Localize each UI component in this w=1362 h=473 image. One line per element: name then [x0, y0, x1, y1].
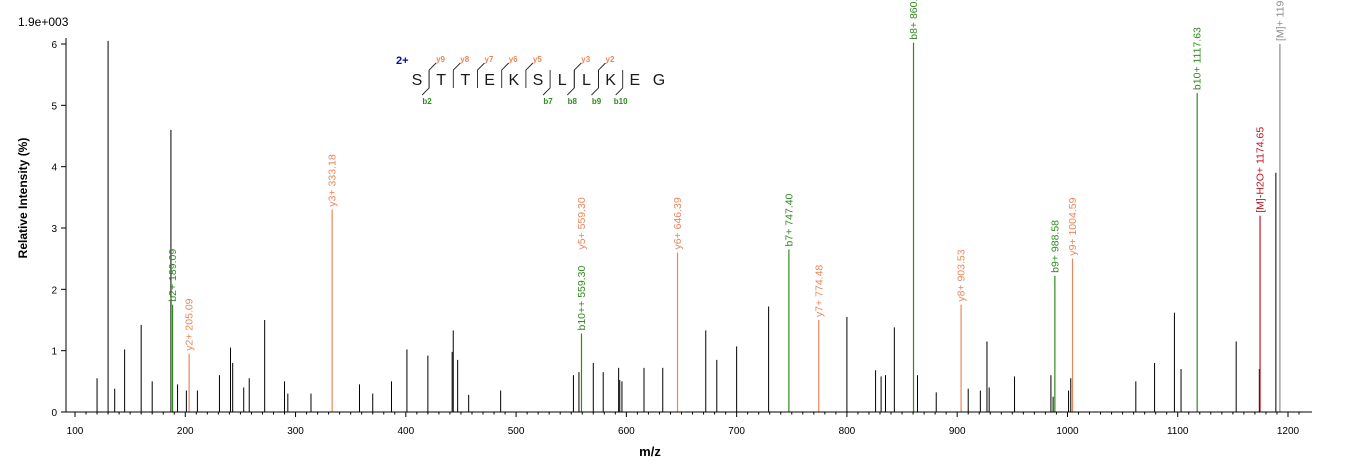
peptide-charge: 2+	[396, 55, 409, 67]
y-fragment-bracket	[501, 62, 510, 88]
peak-label: y8+ 903.53	[956, 249, 968, 301]
peptide-residue: E	[629, 72, 640, 89]
y-tick-label: 2	[51, 285, 57, 296]
y-fragment-bracket	[525, 62, 534, 88]
x-tick-label: 1100	[1167, 426, 1189, 437]
y-axis-label: Relative Intensity (%)	[16, 138, 30, 259]
b-fragment-label: b2	[422, 97, 432, 106]
x-tick-label: 300	[287, 426, 304, 437]
b-fragment-label: b9	[592, 97, 602, 106]
y-fragment-bracket	[573, 62, 582, 88]
peak-label: b9+ 988.58	[1049, 220, 1061, 273]
peptide-residue: K	[508, 72, 519, 89]
y-fragment-label: y8	[460, 55, 469, 64]
b-fragment-bracket	[615, 70, 624, 96]
peak-label: b10++ 559.30	[576, 266, 588, 331]
b-fragment-bracket	[566, 70, 575, 96]
peptide-residue: S	[412, 72, 423, 89]
b-fragment-bracket	[542, 70, 551, 96]
peak-label: b7+ 747.40	[783, 193, 795, 246]
peptide-residue: L	[558, 72, 567, 89]
y-fragment-label: y7	[485, 55, 494, 64]
y-tick-label: 1	[51, 347, 57, 358]
peak-label: y7+ 774.48	[813, 265, 825, 317]
y-fragment-label: y2	[606, 55, 615, 64]
intensity-scale-label: 1.9e+003	[18, 15, 69, 29]
axes-layer	[65, 38, 1312, 413]
ticks-layer: 100 200 300 400 500 600 700 800 900 1000 1100 1200 0…	[51, 40, 1299, 437]
peak-label: b8+ 860.4i	[908, 0, 920, 40]
peak-label: y5+ 559.30	[576, 197, 588, 249]
peak-label: y2+ 205.09	[184, 298, 196, 350]
b-fragment-label: b7	[543, 97, 553, 106]
x-tick-label: 100	[67, 426, 84, 437]
peptide-residue: E	[484, 72, 495, 89]
x-tick-label: 600	[618, 426, 635, 437]
y-tick-label: 6	[51, 40, 57, 51]
x-tick-label: 200	[177, 426, 194, 437]
y-tick-label: 0	[51, 408, 57, 419]
x-tick-label: 800	[839, 426, 856, 437]
y-fragment-label: y9	[436, 55, 445, 64]
x-tick-label: 400	[397, 426, 414, 437]
x-tick-label: 700	[728, 426, 745, 437]
peptide-residue: K	[605, 72, 616, 89]
b-fragment-label: b10	[614, 97, 628, 106]
y-fragment-label: y5	[533, 55, 542, 64]
b-fragment-label: b8	[568, 97, 578, 106]
peak-labels-layer: b2+ 189.09 y2+ 205.09 y3+ 333.18 b10++ 559.…	[167, 0, 1286, 351]
peptide-residue: T	[436, 72, 446, 89]
peptide-residue: L	[582, 72, 591, 89]
x-tick-label: 1000	[1056, 426, 1079, 437]
peak-label: [M]-H2O+ 1174.65	[1255, 127, 1267, 213]
x-axis-label: m/z	[639, 444, 661, 459]
y-tick-label: 3	[51, 224, 57, 235]
peak-label: b2+ 189.09	[167, 249, 179, 302]
y-fragment-bracket	[452, 62, 461, 88]
y-tick-label: 5	[51, 101, 57, 112]
peptide-residue: T	[461, 72, 471, 89]
peptide-residue: G	[653, 72, 665, 89]
b-fragment-bracket	[591, 70, 599, 96]
y-fragment-bracket	[428, 62, 437, 88]
peak-label: [M]+ 1192.66	[1274, 0, 1286, 41]
x-tick-label: 1200	[1277, 426, 1300, 437]
peak-label: b10+ 1117.63	[1192, 27, 1204, 90]
peak-label: y6+ 646.39	[672, 197, 684, 249]
y-fragment-label: y6	[509, 55, 518, 64]
y-tick-label: 4	[51, 163, 57, 174]
x-tick-label: 900	[949, 426, 966, 437]
peaks-layer	[96, 40, 1281, 412]
x-tick-label: 500	[508, 426, 525, 437]
b-fragment-bracket	[421, 70, 430, 96]
peptide-residue: S	[533, 72, 544, 89]
y-fragment-bracket	[477, 62, 485, 88]
y-fragment-label: y3	[581, 55, 590, 64]
peak-label: y3+ 333.18	[327, 154, 339, 206]
peak-label: y9+ 1004.59	[1067, 197, 1079, 255]
